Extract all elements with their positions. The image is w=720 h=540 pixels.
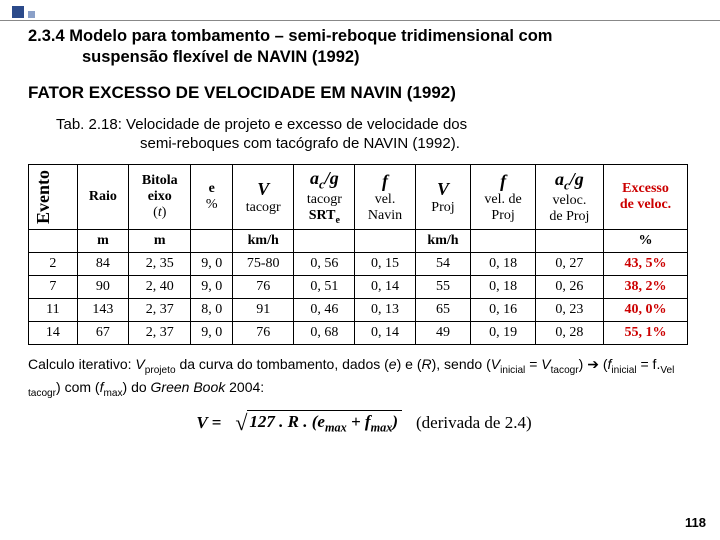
table-row: 7902, 409, 0760, 510, 14550, 180, 2638, …	[29, 276, 688, 299]
units-row: m m km/h km/h %	[29, 230, 688, 253]
col-acg-proj: ac/g veloc. de Proj	[535, 164, 603, 229]
cell: 2	[29, 253, 78, 276]
footnote-text: Calculo iterativo: Vprojeto da curva do …	[28, 355, 700, 400]
table-body: 2842, 359, 075-800, 560, 15540, 180, 274…	[29, 253, 688, 345]
col-acg-tacogr: ac/g tacogr SRTe	[294, 164, 355, 229]
subheading: FATOR EXCESSO DE VELOCIDADE EM NAVIN (19…	[28, 83, 700, 103]
cell: 65	[415, 299, 471, 322]
data-table: Evento Raio Bitola eixo (t) e % V tacogr…	[28, 164, 688, 345]
cell: 0, 26	[535, 276, 603, 299]
cell: 43, 5%	[604, 253, 688, 276]
cell: 0, 15	[355, 253, 415, 276]
title-line1: 2.3.4 Modelo para tombamento – semi-rebo…	[28, 27, 552, 45]
formula-note: (derivada de 2.4)	[416, 413, 532, 433]
sqrt-icon: √127 . R . (emax + fmax)	[235, 410, 402, 436]
unit-m-1: m	[77, 230, 128, 253]
cell: 0, 23	[535, 299, 603, 322]
cell: 0, 13	[355, 299, 415, 322]
corner-decoration	[12, 6, 35, 18]
unit-kmh-2: km/h	[415, 230, 471, 253]
cell: 67	[77, 322, 128, 345]
cell: 14	[29, 322, 78, 345]
cell: 2, 37	[129, 299, 191, 322]
table-row: 2842, 359, 075-800, 560, 15540, 180, 274…	[29, 253, 688, 276]
col-e: e %	[191, 164, 233, 229]
section-title: 2.3.4 Modelo para tombamento – semi-rebo…	[28, 26, 700, 69]
cell: 55, 1%	[604, 322, 688, 345]
cell: 8, 0	[191, 299, 233, 322]
col-v-proj: V Proj	[415, 164, 471, 229]
col-f-navin: f vel. Navin	[355, 164, 415, 229]
formula-lhs: V =	[196, 413, 221, 433]
cell: 9, 0	[191, 276, 233, 299]
cell: 76	[233, 276, 294, 299]
table-row: 14672, 379, 0760, 680, 14490, 190, 2855,…	[29, 322, 688, 345]
cell: 143	[77, 299, 128, 322]
cell: 54	[415, 253, 471, 276]
cell: 0, 16	[471, 299, 535, 322]
cell: 40, 0%	[604, 299, 688, 322]
title-line2: suspensão flexível de NAVIN (1992)	[82, 47, 360, 68]
cell: 0, 18	[471, 253, 535, 276]
table-row: 111432, 378, 0910, 460, 13650, 160, 2340…	[29, 299, 688, 322]
cell: 11	[29, 299, 78, 322]
cell: 0, 14	[355, 276, 415, 299]
cell: 9, 0	[191, 253, 233, 276]
page-number: 118	[685, 515, 706, 530]
formula-block: V = √127 . R . (emax + fmax) (derivada d…	[28, 410, 700, 436]
col-bitola: Bitola eixo (t)	[129, 164, 191, 229]
caption-line2: semi-reboques com tacógrafo de NAVIN (19…	[140, 135, 460, 152]
top-rule	[0, 20, 720, 21]
cell: 0, 51	[294, 276, 355, 299]
col-f-proj: f vel. de Proj	[471, 164, 535, 229]
cell: 90	[77, 276, 128, 299]
cell: 76	[233, 322, 294, 345]
page-content: 2.3.4 Modelo para tombamento – semi-rebo…	[0, 0, 720, 444]
cell: 84	[77, 253, 128, 276]
cell: 38, 2%	[604, 276, 688, 299]
cell: 0, 14	[355, 322, 415, 345]
col-excesso: Excesso de veloc.	[604, 164, 688, 229]
caption-line1: Tab. 2.18: Velocidade de projeto e exces…	[56, 116, 467, 133]
formula-radicand: 127 . R . (emax + fmax)	[247, 410, 402, 435]
cell: 0, 46	[294, 299, 355, 322]
cell: 0, 19	[471, 322, 535, 345]
unit-m-2: m	[129, 230, 191, 253]
cell: 0, 28	[535, 322, 603, 345]
cell: 55	[415, 276, 471, 299]
unit-kmh-1: km/h	[233, 230, 294, 253]
col-raio: Raio	[77, 164, 128, 229]
cell: 2, 35	[129, 253, 191, 276]
cell: 0, 56	[294, 253, 355, 276]
table-caption: Tab. 2.18: Velocidade de projeto e exces…	[56, 115, 700, 154]
cell: 7	[29, 276, 78, 299]
cell: 9, 0	[191, 322, 233, 345]
cell: 0, 18	[471, 276, 535, 299]
cell: 2, 37	[129, 322, 191, 345]
cell: 49	[415, 322, 471, 345]
cell: 91	[233, 299, 294, 322]
cell: 0, 27	[535, 253, 603, 276]
cell: 0, 68	[294, 322, 355, 345]
col-v-tacogr: V tacogr	[233, 164, 294, 229]
cell: 75-80	[233, 253, 294, 276]
unit-pct: %	[604, 230, 688, 253]
col-evento: Evento	[33, 170, 59, 224]
cell: 2, 40	[129, 276, 191, 299]
